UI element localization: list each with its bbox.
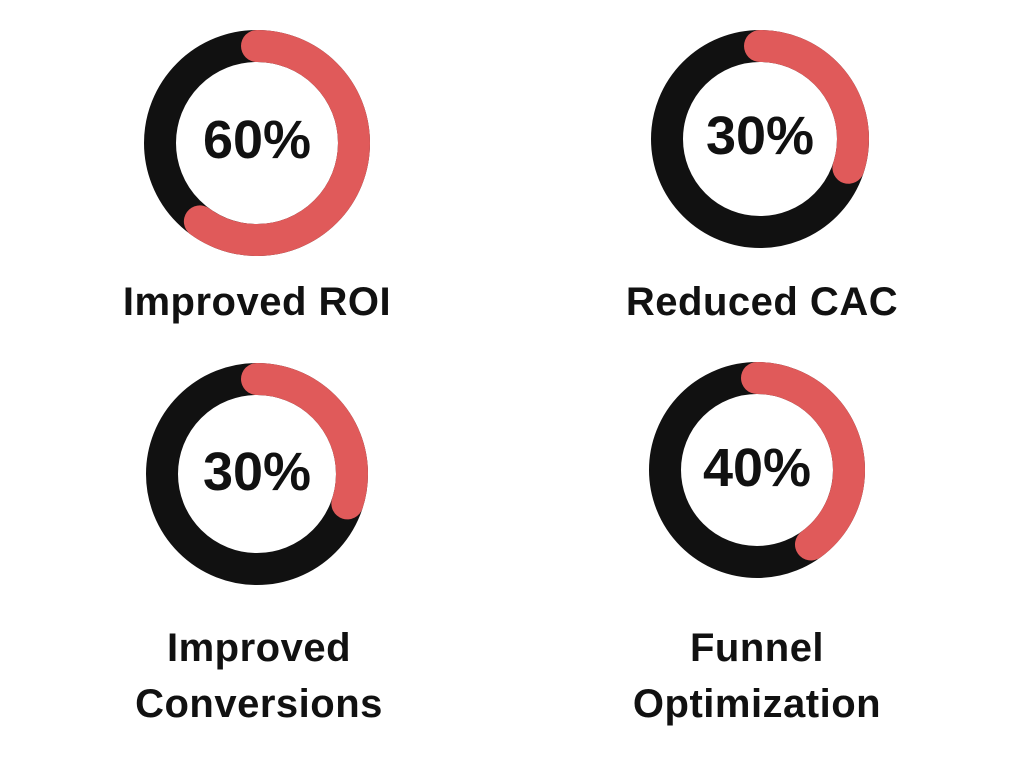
donut-progress-arc (146, 363, 368, 585)
donut-chart-improved-roi (144, 30, 370, 256)
metric-label: Improved Conversions (135, 626, 383, 726)
percentage-value: 60% (202, 110, 312, 170)
metric-label: Reduced CAC (625, 280, 899, 324)
donut-progress-arc (649, 362, 865, 578)
metric-improved-roi: 60% Improved ROI (77, 30, 437, 340)
percentage-value: 40% (702, 438, 812, 498)
donut-progress-arc (144, 30, 370, 256)
metric-label: Funnel Optimization (632, 626, 882, 726)
donut-chart-improved-conversions (146, 363, 368, 585)
metric-improved-conversions: 30% Improved Conversions (89, 362, 449, 742)
metric-label: Improved ROI (122, 280, 392, 324)
percentage-value: 30% (202, 442, 312, 502)
donut-chart-funnel-optimization (649, 362, 865, 578)
metric-reduced-cac: 30% Reduced CAC (582, 30, 942, 340)
percentage-value: 30% (705, 106, 815, 166)
donut-chart-reduced-cac (651, 30, 869, 248)
metric-funnel-optimization: 40% Funnel Optimization (580, 362, 940, 742)
donut-progress-arc (651, 30, 869, 248)
